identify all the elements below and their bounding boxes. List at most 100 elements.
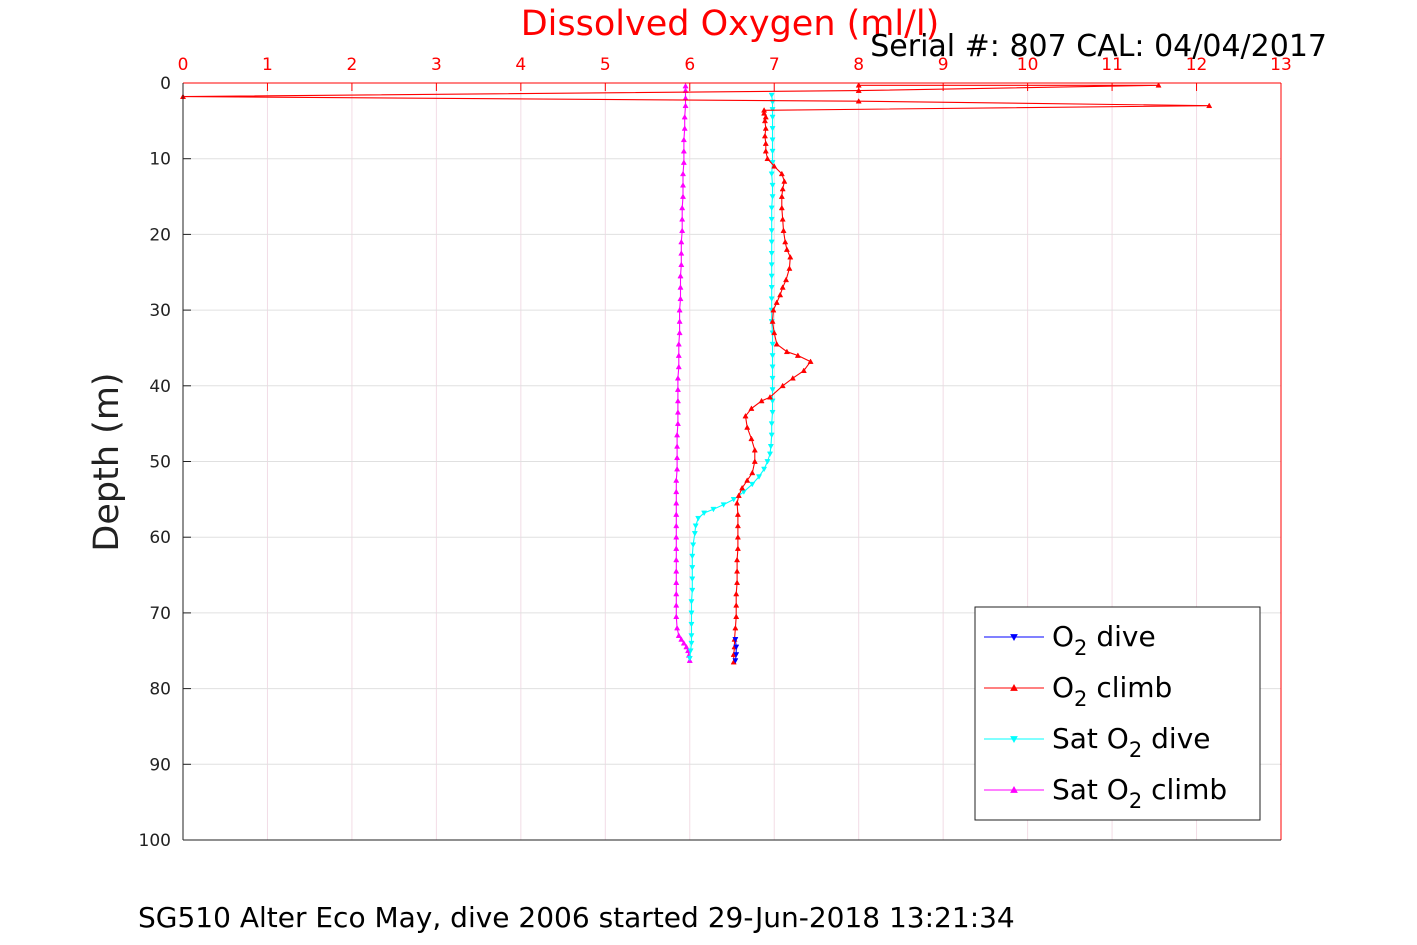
data-point-sat_dive xyxy=(769,353,776,359)
data-point-sat_climb xyxy=(676,329,683,336)
data-point-sat_dive xyxy=(767,444,774,450)
data-point-o2_climb xyxy=(748,405,755,411)
data-point-sat_dive xyxy=(768,432,775,439)
legend-swatch-marker xyxy=(1010,683,1018,691)
series-line-sat_dive xyxy=(689,95,774,659)
data-point-o2_climb xyxy=(1206,102,1213,109)
data-point-sat_climb xyxy=(679,182,687,188)
data-point-o2_climb xyxy=(758,397,765,404)
data-point-sat_climb xyxy=(681,125,688,131)
data-point-sat_dive xyxy=(769,409,776,416)
data-point-o2_climb xyxy=(800,367,807,373)
data-point-o2_climb xyxy=(761,107,768,113)
x-tick-label: 2 xyxy=(347,55,358,75)
y-tick-label: 0 xyxy=(160,74,171,94)
data-point-o2_climb xyxy=(732,624,739,631)
data-point-sat_climb xyxy=(682,102,689,109)
data-point-o2_climb xyxy=(771,163,778,169)
data-point-sat_dive xyxy=(768,216,775,223)
data-point-o2_climb xyxy=(734,511,741,517)
legend-item-o2_climb: O2 climb xyxy=(984,671,1172,711)
data-point-sat_climb xyxy=(682,82,689,89)
legend-label: Sat O2 dive xyxy=(1052,722,1210,762)
data-point-o2_climb xyxy=(762,140,769,146)
legend-item-o2_dive: O2 dive xyxy=(984,620,1156,660)
data-point-sat_dive xyxy=(688,640,695,647)
data-point-sat_climb xyxy=(679,204,686,211)
data-point-sat_climb xyxy=(673,511,680,517)
data-point-sat_climb xyxy=(678,250,685,256)
data-point-o2_climb xyxy=(734,534,741,540)
data-point-sat_climb xyxy=(673,545,680,551)
data-point-sat_dive xyxy=(701,510,708,517)
data-point-sat_dive xyxy=(769,387,776,393)
legend-swatch-marker xyxy=(1010,634,1018,642)
data-point-o2_climb xyxy=(739,484,746,491)
data-point-sat_dive xyxy=(766,451,774,458)
legend-item-sat_climb: Sat O2 climb xyxy=(984,773,1227,813)
data-point-o2_climb xyxy=(761,117,768,124)
data-point-sat_dive xyxy=(686,655,693,662)
data-point-sat_dive xyxy=(690,542,697,548)
data-point-o2_climb xyxy=(734,568,741,574)
data-point-sat_dive xyxy=(691,531,698,537)
data-point-o2_climb xyxy=(783,246,790,252)
y-tick-label: 30 xyxy=(149,301,171,321)
data-point-sat_dive xyxy=(768,205,775,212)
data-point-o2_climb xyxy=(769,318,776,324)
data-point-sat_climb xyxy=(675,352,682,358)
data-point-o2_climb xyxy=(744,424,751,430)
data-point-sat_dive xyxy=(769,194,776,200)
data-point-sat_climb xyxy=(680,148,687,154)
data-point-sat_climb xyxy=(680,159,687,165)
data-point-sat_climb xyxy=(673,534,680,540)
data-point-sat_climb xyxy=(679,193,687,199)
data-point-sat_dive xyxy=(764,459,771,465)
series-o2_dive xyxy=(732,637,740,664)
data-point-sat_dive xyxy=(689,587,696,594)
data-point-sat_climb xyxy=(676,306,683,313)
y-tick-label: 20 xyxy=(149,225,171,245)
data-point-sat_dive xyxy=(710,506,717,513)
data-point-sat_climb xyxy=(674,409,681,415)
x-tick-label: 10 xyxy=(1017,55,1039,75)
series-line-o2_dive xyxy=(734,639,737,661)
data-point-sat_dive xyxy=(695,515,702,522)
data-point-sat_climb xyxy=(674,443,681,449)
data-point-sat_dive xyxy=(761,466,768,473)
data-point-o2_climb xyxy=(787,253,794,260)
data-point-sat_dive xyxy=(768,262,775,268)
x-tick-label: 12 xyxy=(1186,55,1208,75)
data-point-sat_climb xyxy=(674,386,681,392)
data-point-o2_climb xyxy=(771,329,778,336)
data-point-sat_dive xyxy=(689,553,696,560)
data-point-sat_climb xyxy=(673,522,680,529)
data-point-o2_dive xyxy=(733,644,740,651)
data-point-sat_climb xyxy=(673,568,680,574)
data-point-sat_dive xyxy=(769,364,776,370)
data-point-sat_climb xyxy=(674,465,681,472)
data-point-sat_climb xyxy=(675,363,682,370)
data-point-sat_climb xyxy=(673,488,680,495)
data-point-sat_climb xyxy=(678,261,685,268)
series-sat_climb xyxy=(673,82,693,663)
x-tick-label: 3 xyxy=(431,55,442,75)
data-point-o2_climb xyxy=(779,185,786,192)
data-point-o2_dive xyxy=(733,652,740,658)
data-point-sat_dive xyxy=(749,481,756,488)
data-point-o2_climb xyxy=(762,113,769,120)
data-point-o2_climb xyxy=(764,155,771,162)
data-point-sat_climb xyxy=(674,420,681,426)
data-point-sat_climb xyxy=(677,272,684,279)
data-point-sat_climb xyxy=(680,136,687,143)
y-tick-label: 100 xyxy=(139,831,171,851)
data-point-sat_climb xyxy=(678,238,685,245)
data-point-sat_climb xyxy=(683,643,690,650)
x-tick-label: 9 xyxy=(938,55,949,75)
data-point-sat_climb xyxy=(681,113,688,120)
data-point-sat_dive xyxy=(692,523,699,529)
data-point-o2_climb xyxy=(779,216,786,222)
data-point-sat_climb xyxy=(673,579,680,585)
data-point-sat_dive xyxy=(769,126,776,132)
data-point-sat_dive xyxy=(688,621,695,628)
